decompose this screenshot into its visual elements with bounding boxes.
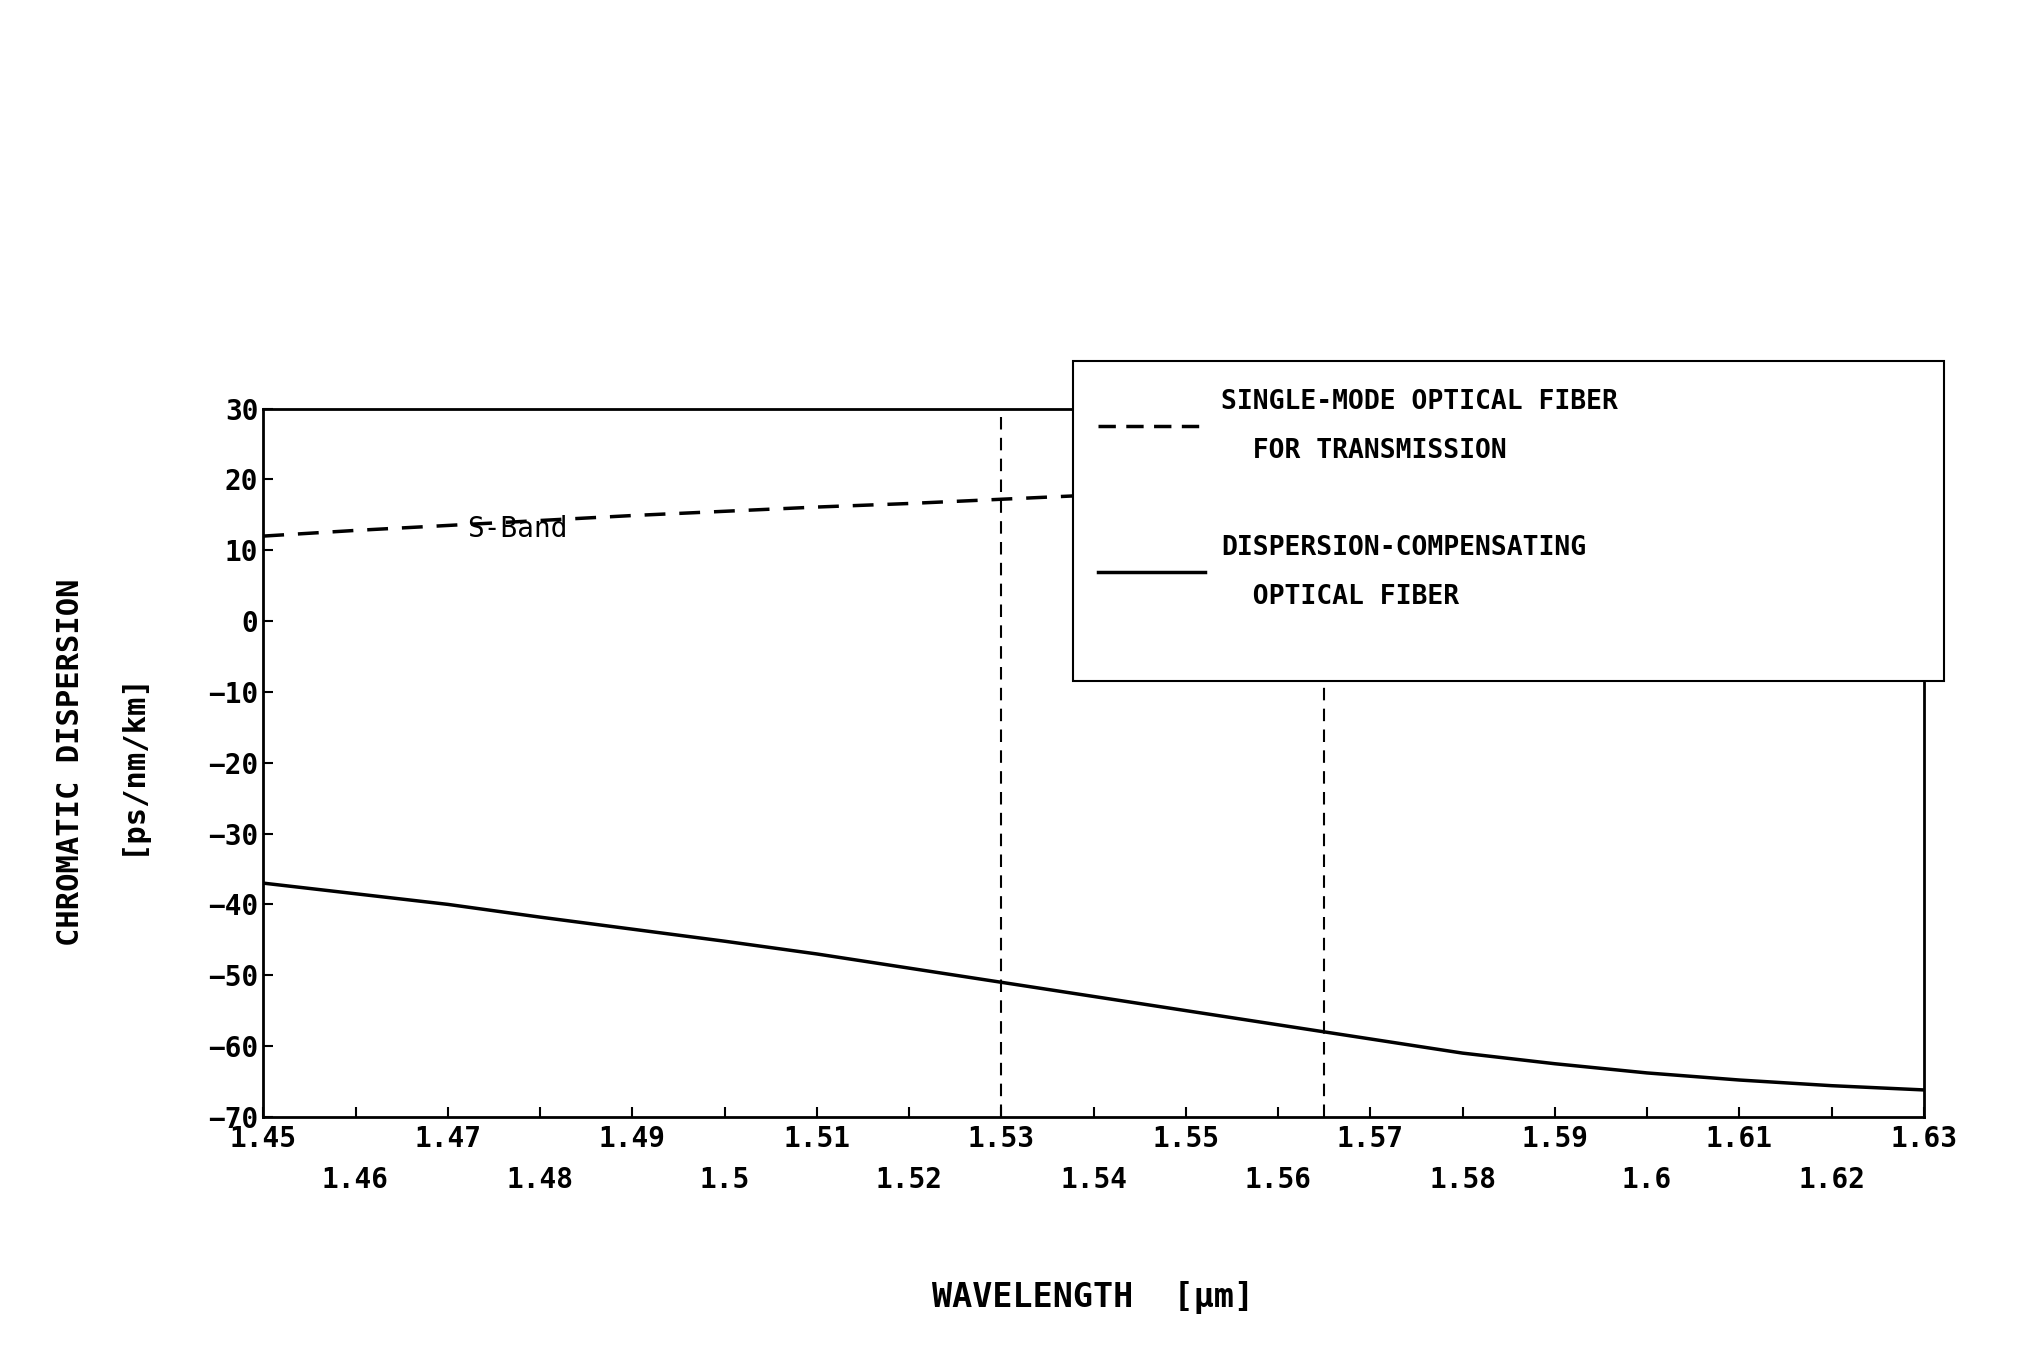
Text: 1.52: 1.52 xyxy=(875,1166,942,1194)
Text: SINGLE-MODE OPTICAL FIBER: SINGLE-MODE OPTICAL FIBER xyxy=(1221,388,1618,415)
Text: S-Band: S-Band xyxy=(466,515,567,543)
Text: 1.54: 1.54 xyxy=(1059,1166,1128,1194)
Text: 1.48: 1.48 xyxy=(506,1166,573,1194)
Text: [ps/nm/km]: [ps/nm/km] xyxy=(117,671,146,854)
Text: L-Band: L-Band xyxy=(1569,515,1669,543)
Text: FOR TRANSMISSION: FOR TRANSMISSION xyxy=(1221,437,1507,464)
Text: DISPERSION-COMPENSATING: DISPERSION-COMPENSATING xyxy=(1221,534,1586,561)
Text: 1.56: 1.56 xyxy=(1245,1166,1312,1194)
Text: 1.5: 1.5 xyxy=(699,1166,749,1194)
Text: OPTICAL FIBER: OPTICAL FIBER xyxy=(1221,583,1460,610)
Text: WAVELENGTH  [μm]: WAVELENGTH [μm] xyxy=(932,1282,1256,1314)
Text: 1.46: 1.46 xyxy=(322,1166,389,1194)
Text: 1.58: 1.58 xyxy=(1430,1166,1496,1194)
Text: CHROMATIC DISPERSION: CHROMATIC DISPERSION xyxy=(57,579,85,947)
Text: C-Band: C-Band xyxy=(1100,515,1199,543)
Text: 1.62: 1.62 xyxy=(1798,1166,1865,1194)
Text: 1.6: 1.6 xyxy=(1622,1166,1673,1194)
